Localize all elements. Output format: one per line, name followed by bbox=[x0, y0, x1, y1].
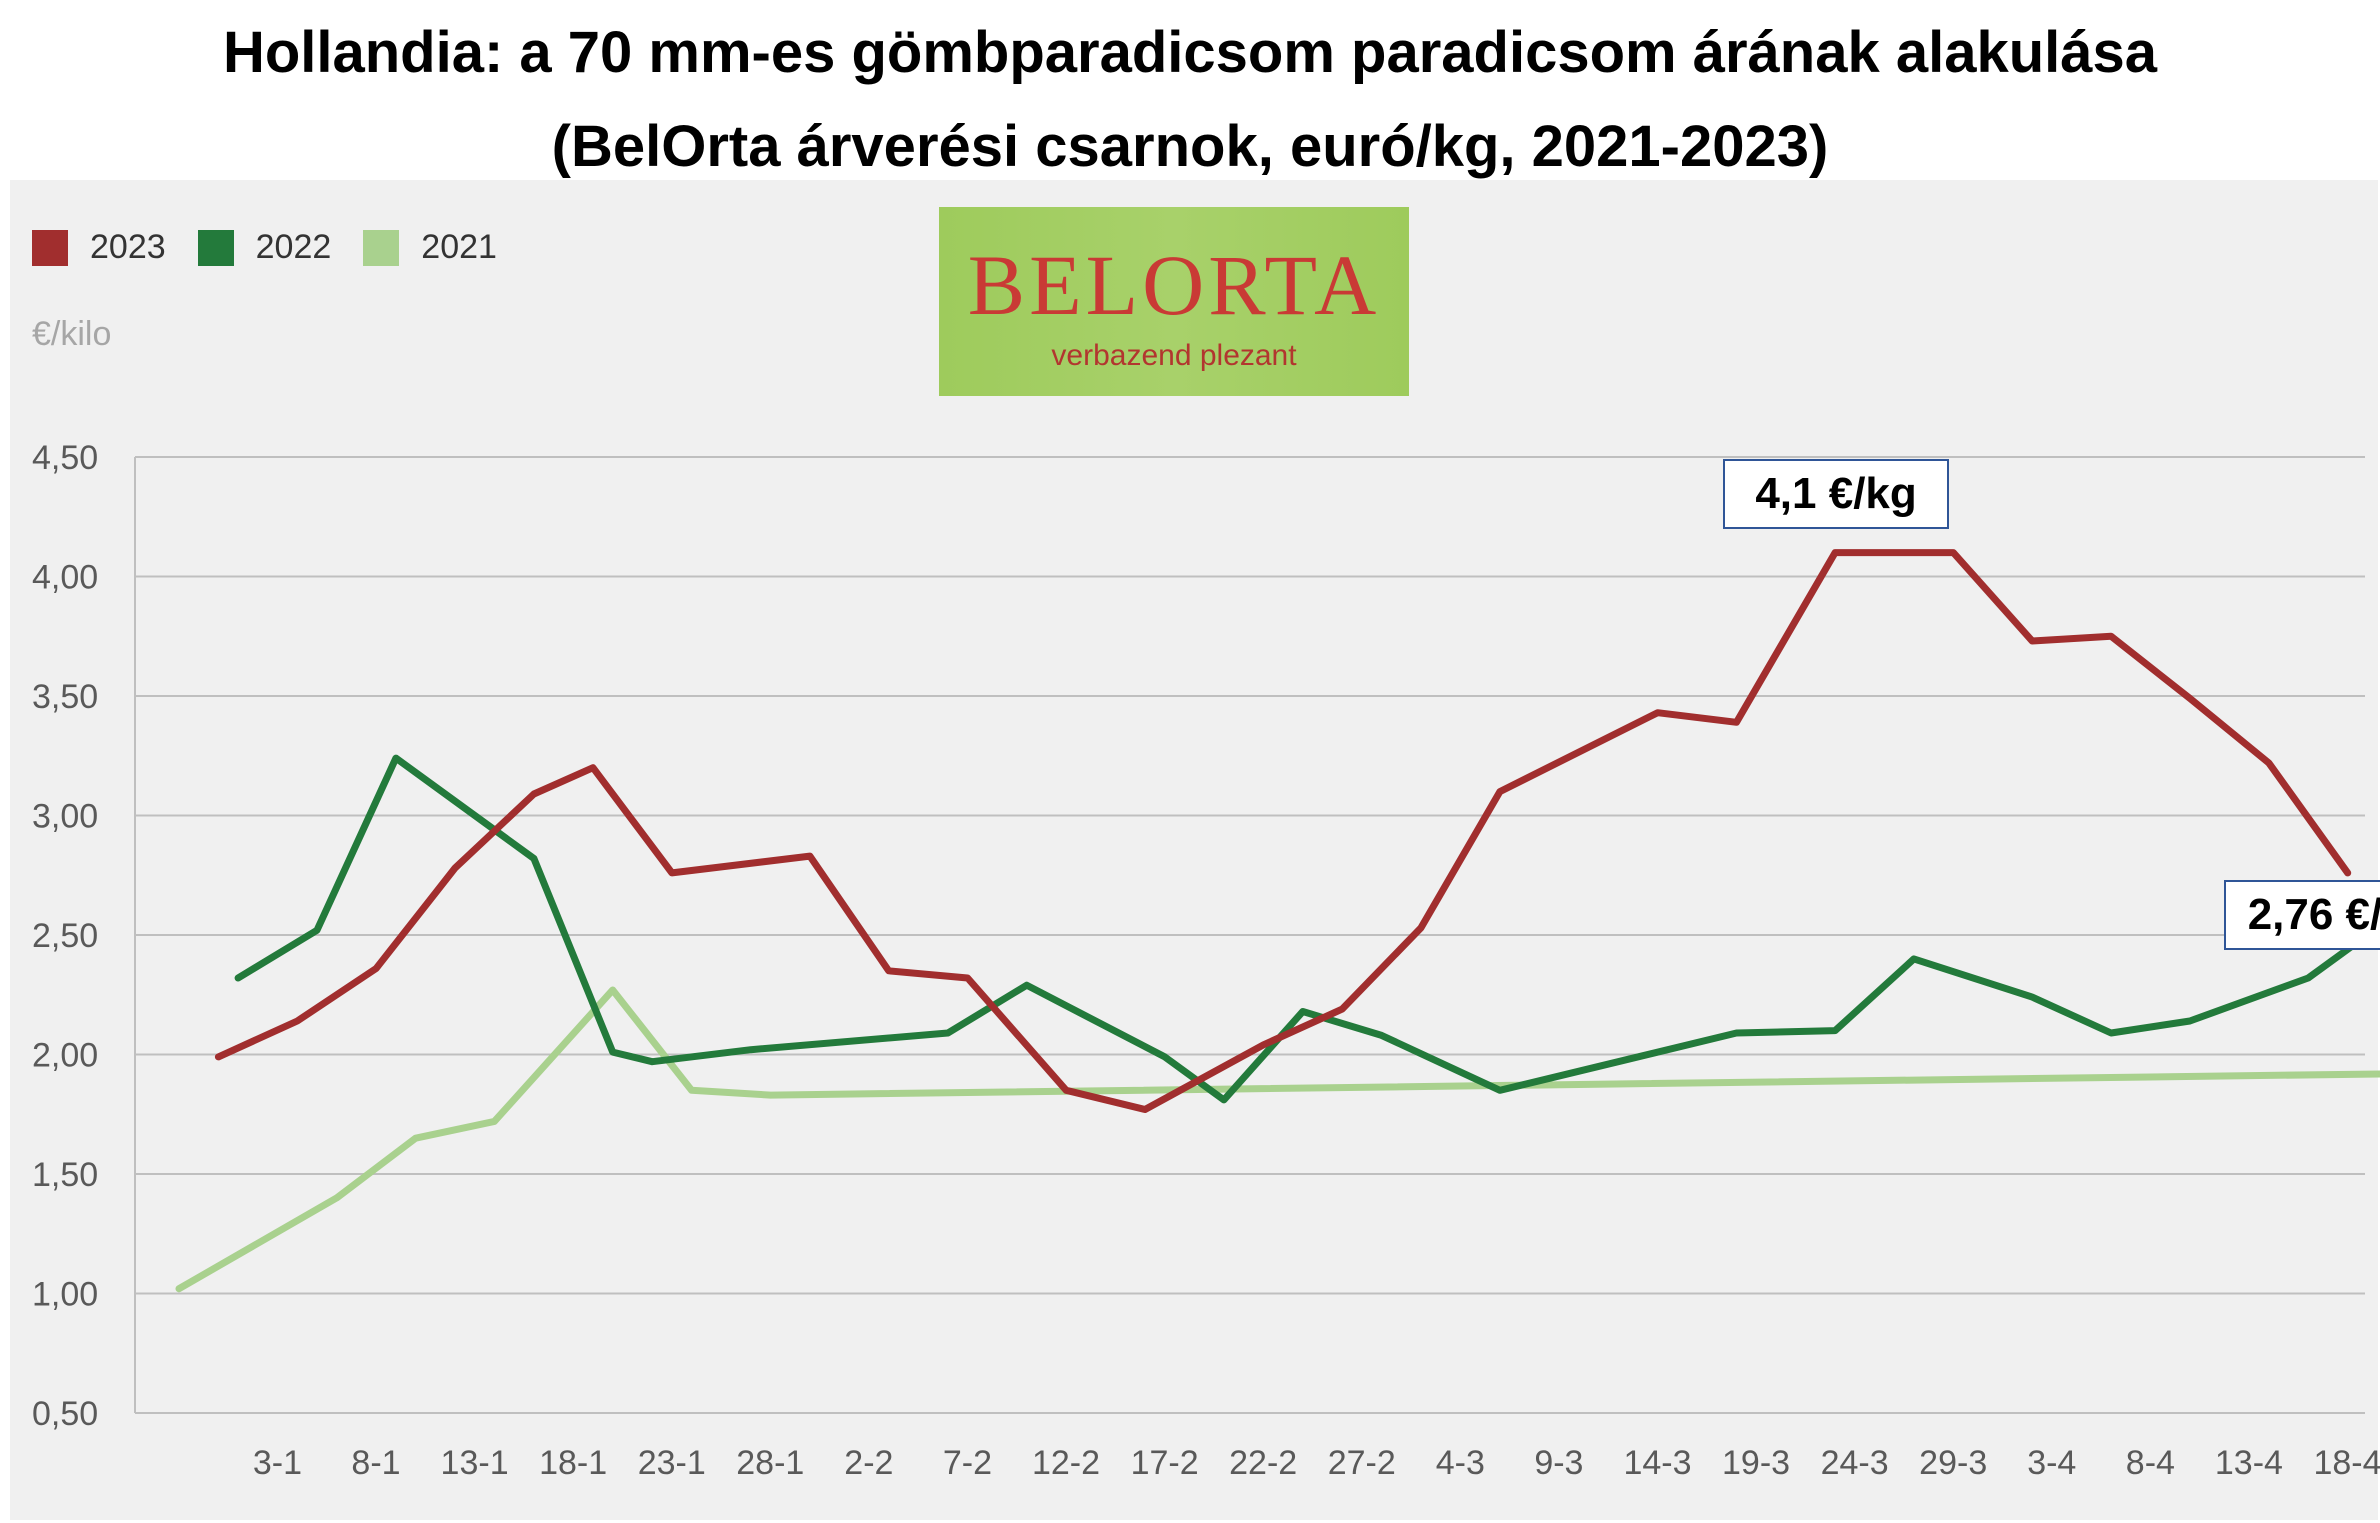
y-tick-label: 1,50 bbox=[32, 1156, 98, 1194]
x-tick-label: 17-2 bbox=[1131, 1444, 1199, 1482]
logo-wordmark: BELORTA bbox=[967, 237, 1381, 333]
y-tick-label: 0,50 bbox=[32, 1395, 98, 1433]
peak-annotation: 4,1 €/kg bbox=[1723, 458, 1950, 529]
y-tick-label: 1,00 bbox=[32, 1276, 98, 1314]
x-tick-label: 27-2 bbox=[1328, 1444, 1396, 1482]
x-tick-label: 23-1 bbox=[638, 1444, 706, 1482]
x-tick-label: 22-2 bbox=[1229, 1444, 1297, 1482]
x-tick-label: 29-3 bbox=[1919, 1444, 1987, 1482]
series-line-2023 bbox=[214, 549, 2352, 1113]
x-tick-label: 3-4 bbox=[2027, 1444, 2076, 1482]
y-axis-unit-label: €/kilo bbox=[32, 315, 112, 353]
x-tick-label: 8-1 bbox=[351, 1444, 400, 1482]
title-line-1: Hollandia: a 70 mm-es gömbparadicsom par… bbox=[222, 20, 2158, 85]
legend-label-2023: 2023 bbox=[90, 228, 166, 266]
legend-swatch-2021 bbox=[363, 229, 400, 266]
logo-tagline: verbazend plezant bbox=[1051, 339, 1297, 372]
legend: 2023 2022 2021 bbox=[32, 228, 529, 267]
title-line-2: (BelOrta árverési csarnok, euró/kg, 2021… bbox=[551, 114, 1829, 179]
legend-label-2021: 2021 bbox=[421, 228, 497, 266]
x-tick-label: 9-3 bbox=[1534, 1444, 1583, 1482]
y-tick-label: 4,00 bbox=[32, 559, 98, 597]
x-tick-label: 7-2 bbox=[943, 1444, 992, 1482]
x-tick-label: 3-1 bbox=[253, 1444, 302, 1482]
x-tick-label: 2-2 bbox=[844, 1444, 893, 1482]
legend-item-2021: 2021 bbox=[363, 228, 497, 267]
legend-label-2022: 2022 bbox=[255, 228, 332, 266]
y-tick-label: 4,50 bbox=[32, 439, 98, 477]
x-tick-label: 13-4 bbox=[2215, 1444, 2283, 1482]
x-tick-label: 14-3 bbox=[1623, 1444, 1691, 1482]
belorta-logo: BELORTA verbazend plezant bbox=[939, 207, 1409, 396]
x-tick-label: 8-4 bbox=[2126, 1444, 2175, 1482]
x-tick-label: 4-3 bbox=[1436, 1444, 1485, 1482]
chart-panel: 2023 2022 2021 €/kilo BELORTA verbazend … bbox=[10, 180, 2378, 1520]
y-tick-label: 3,00 bbox=[32, 798, 98, 836]
x-tick-label: 18-1 bbox=[539, 1444, 607, 1482]
legend-swatch-2022 bbox=[197, 229, 234, 266]
y-tick-label: 2,00 bbox=[32, 1037, 98, 1075]
y-tick-label: 2,50 bbox=[32, 917, 98, 955]
legend-item-2023: 2023 bbox=[32, 228, 166, 267]
x-tick-label: 18-4 bbox=[2313, 1444, 2380, 1482]
x-tick-label: 13-1 bbox=[441, 1444, 509, 1482]
legend-item-2022: 2022 bbox=[197, 228, 332, 267]
latest-annotation: 2,76 €/kg bbox=[2223, 879, 2380, 950]
x-tick-label: 12-2 bbox=[1032, 1444, 1100, 1482]
series-line-2022 bbox=[234, 754, 2380, 1104]
legend-swatch-2023 bbox=[32, 229, 68, 266]
chart-title: Hollandia: a 70 mm-es gömbparadicsom par… bbox=[0, 6, 2380, 194]
x-tick-label: 19-3 bbox=[1722, 1444, 1790, 1482]
x-tick-label: 24-3 bbox=[1821, 1444, 1889, 1482]
x-tick-label: 28-1 bbox=[736, 1444, 804, 1482]
y-tick-label: 3,50 bbox=[32, 678, 98, 716]
